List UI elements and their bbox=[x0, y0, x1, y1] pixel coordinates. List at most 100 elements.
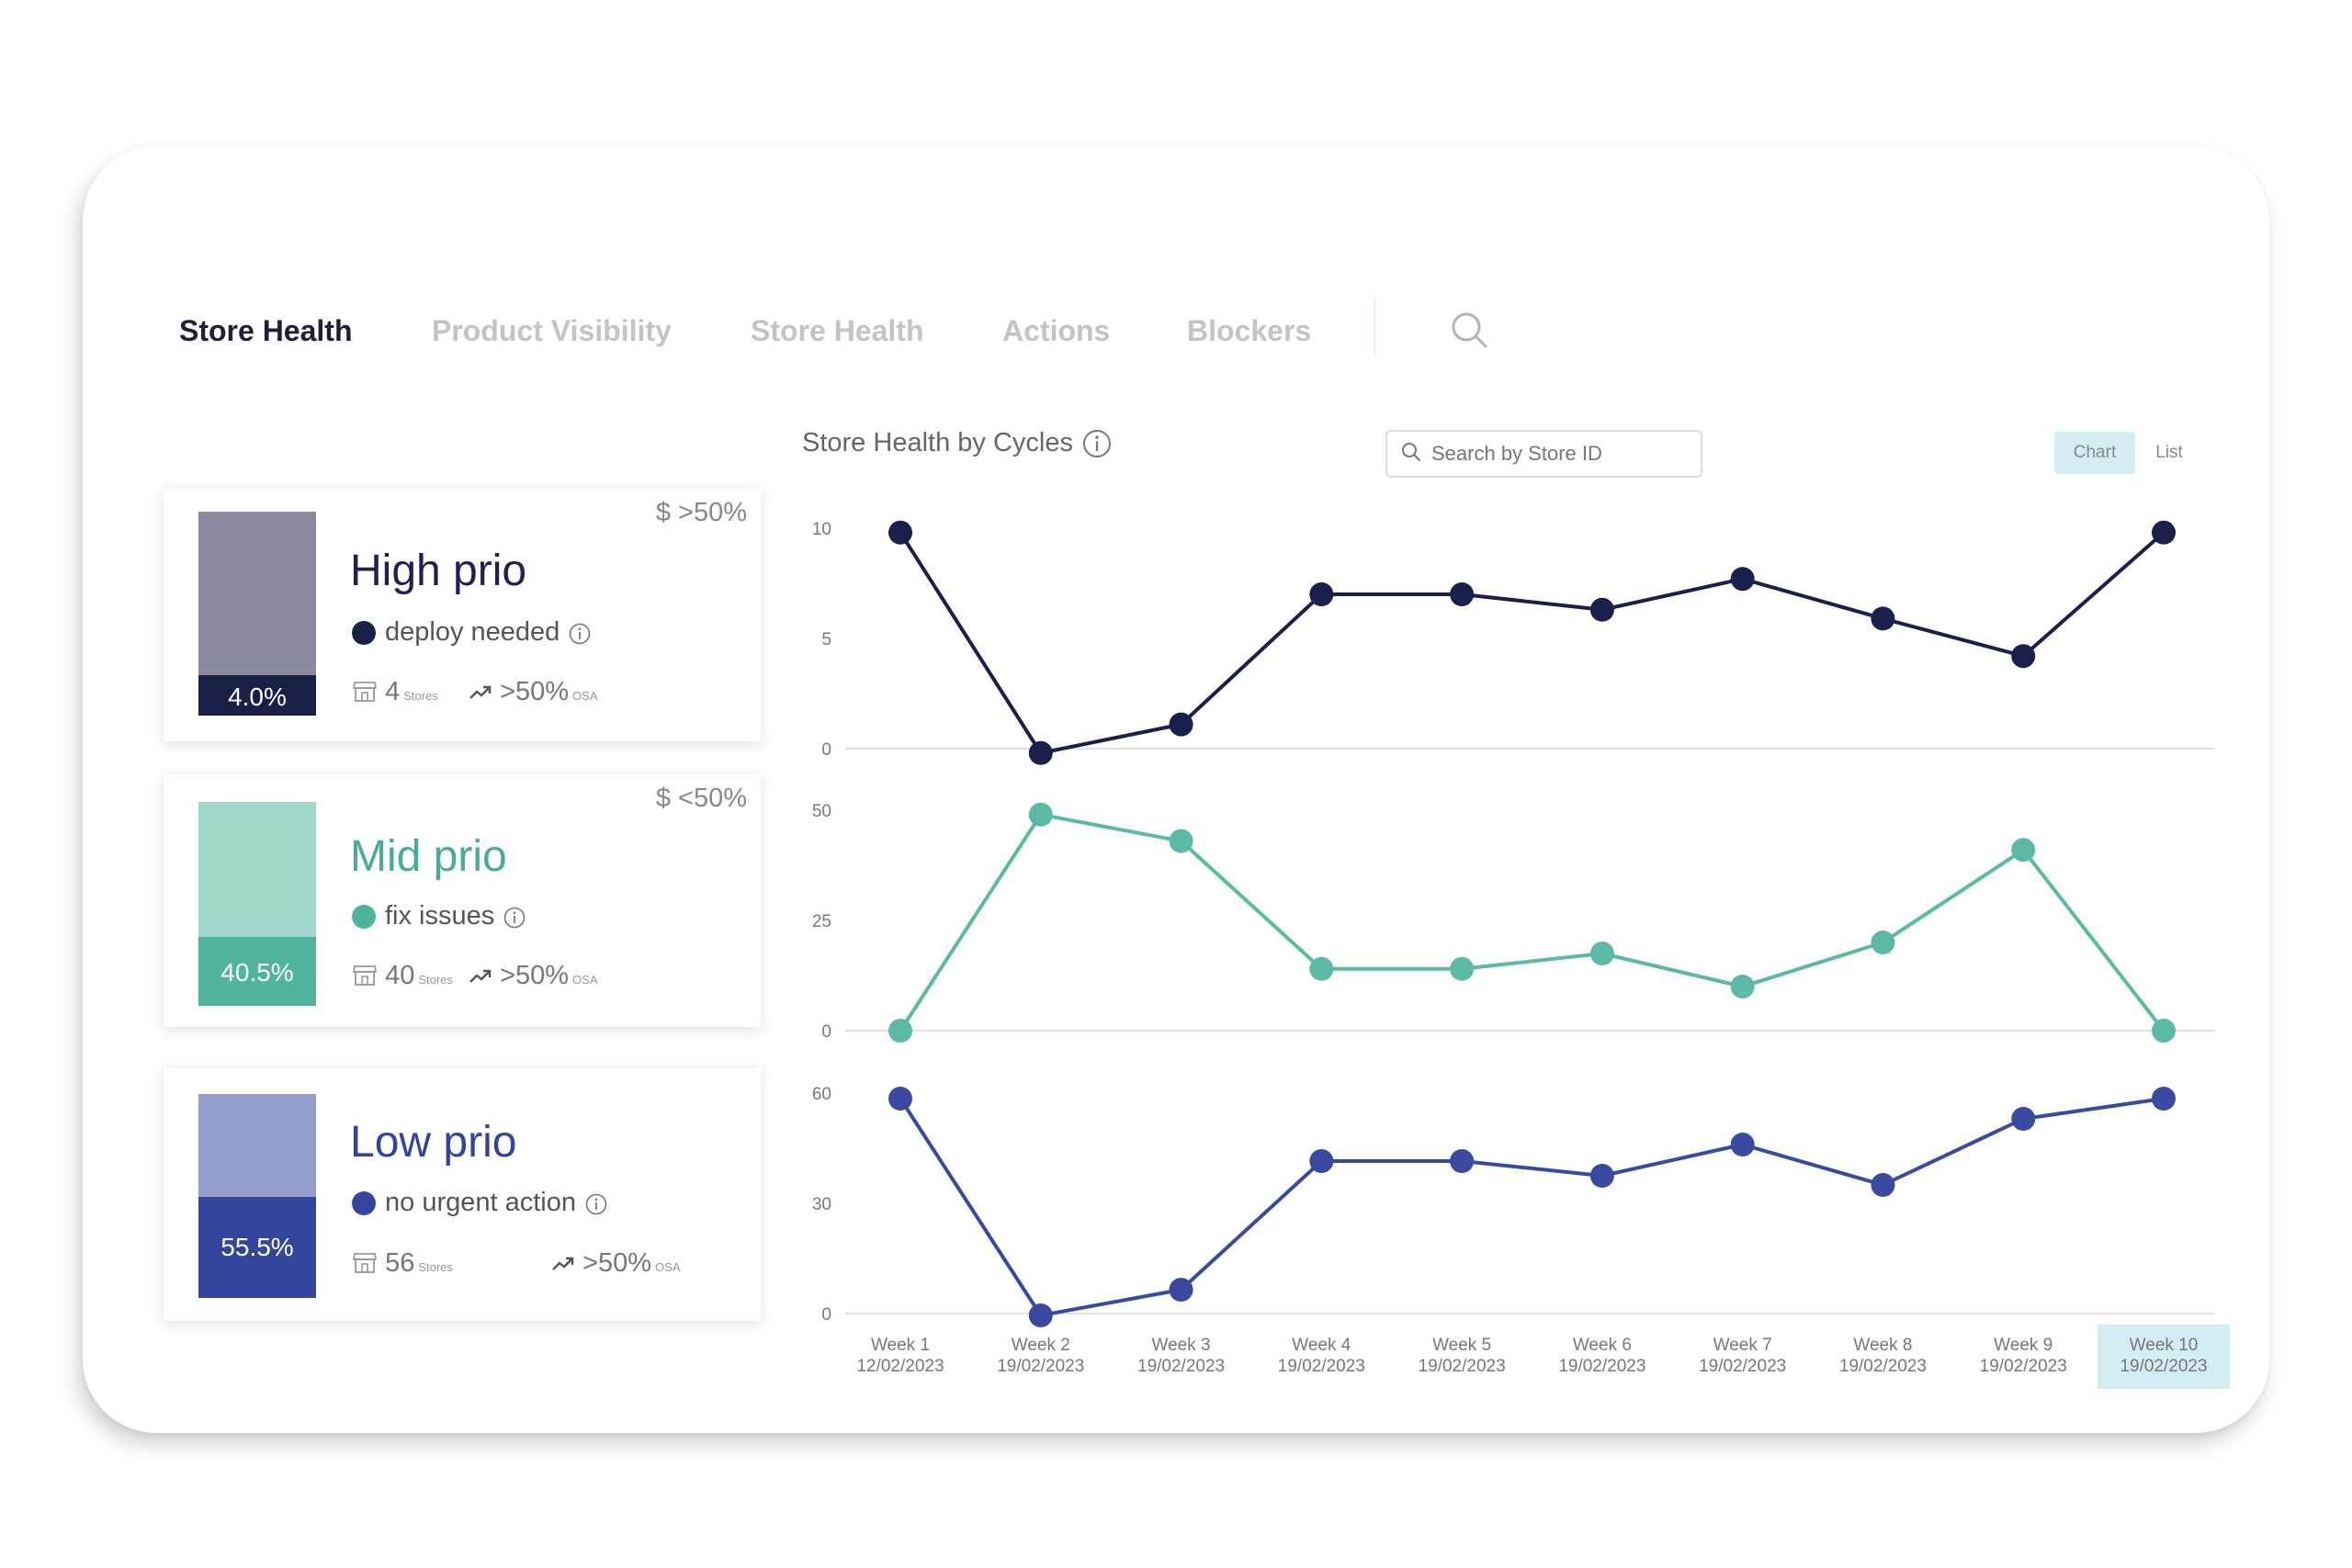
status-dot-icon bbox=[352, 620, 376, 645]
trend-up-icon bbox=[551, 1248, 575, 1278]
status-dot-icon bbox=[352, 1190, 376, 1215]
store-icon bbox=[352, 1248, 378, 1278]
series-1-point[interactable] bbox=[1169, 712, 1193, 737]
info-icon[interactable] bbox=[569, 622, 591, 644]
osa-value: >50% bbox=[500, 961, 570, 990]
series-3-point[interactable] bbox=[1730, 1133, 1755, 1156]
list-view-button[interactable]: List bbox=[2155, 443, 2183, 462]
series-1-point[interactable] bbox=[888, 520, 912, 545]
tab-actions[interactable]: Actions bbox=[1002, 314, 1111, 347]
series-2-point[interactable] bbox=[2011, 838, 2036, 863]
prio-desc: deploy needed bbox=[352, 617, 591, 648]
high-prio-bar: 4.0% bbox=[198, 512, 316, 716]
prio-desc-text: deploy needed bbox=[385, 617, 560, 647]
series-1-point[interactable] bbox=[1309, 582, 1334, 606]
osa-stat: >50% OSA bbox=[551, 1248, 681, 1279]
stores-count: 4 Stores bbox=[352, 677, 438, 707]
x-tick-date: 19/02/2023 bbox=[1558, 1357, 1645, 1376]
series-1-point[interactable] bbox=[2011, 644, 2036, 669]
tab-blockers[interactable]: Blockers bbox=[1187, 314, 1312, 347]
y-tick-label: 60 bbox=[812, 1085, 831, 1104]
series-2-point[interactable] bbox=[1450, 956, 1475, 981]
prio-title: Low prio bbox=[350, 1118, 517, 1167]
y-tick-label: 0 bbox=[821, 1305, 831, 1325]
series-3-point[interactable] bbox=[1871, 1173, 1895, 1197]
series-1-point[interactable] bbox=[1028, 740, 1053, 765]
high-prio-card[interactable]: 4.0% $ >50% High prio deploy needed 4 Sto… bbox=[164, 489, 761, 741]
series-1-line bbox=[899, 531, 2165, 755]
y-tick-label: 5 bbox=[821, 630, 831, 649]
series-2-point[interactable] bbox=[1309, 956, 1334, 981]
y-tick-label: 10 bbox=[812, 520, 831, 539]
series-2-point[interactable] bbox=[1169, 829, 1193, 853]
chart-view-button[interactable]: Chart bbox=[2054, 432, 2135, 474]
store-search-input[interactable] bbox=[1430, 441, 1690, 467]
x-tick-date: 19/02/2023 bbox=[1980, 1357, 2067, 1376]
threshold-label: $ >50% bbox=[655, 498, 747, 527]
series-3-point[interactable] bbox=[2152, 1087, 2176, 1111]
bar-remainder bbox=[198, 802, 316, 937]
bar-remainder bbox=[198, 1094, 316, 1197]
series-1-point[interactable] bbox=[1589, 597, 1614, 622]
series-3-point[interactable] bbox=[2011, 1107, 2036, 1131]
x-tick-date: 19/02/2023 bbox=[2120, 1357, 2207, 1376]
stores-count-value: 56 bbox=[385, 1248, 415, 1278]
low-prio-card[interactable]: 55.5% Low prio no urgent action 56 Stores… bbox=[164, 1068, 761, 1321]
bar-percent: 4.0% bbox=[198, 675, 316, 716]
series-3-point[interactable] bbox=[1028, 1303, 1053, 1327]
osa-value: >50% bbox=[582, 1248, 652, 1278]
search-icon[interactable] bbox=[1447, 308, 1493, 354]
x-tick-date: 19/02/2023 bbox=[1137, 1357, 1225, 1376]
store-search-field[interactable] bbox=[1385, 430, 1702, 478]
stores-unit: Stores bbox=[418, 1260, 453, 1274]
bar-remainder bbox=[198, 512, 316, 675]
series-2-point[interactable] bbox=[2152, 1019, 2176, 1043]
series-3-point[interactable] bbox=[1450, 1149, 1475, 1173]
tab-store-health-2[interactable]: Store Health bbox=[751, 314, 924, 347]
info-icon[interactable] bbox=[503, 906, 526, 928]
stores-unit: Stores bbox=[403, 689, 438, 703]
info-icon[interactable] bbox=[585, 1192, 607, 1214]
series-3-point[interactable] bbox=[1589, 1164, 1614, 1188]
y-tick-label: 0 bbox=[821, 740, 831, 760]
series-2-point[interactable] bbox=[1028, 802, 1053, 827]
tab-product-visibility[interactable]: Product Visibility bbox=[432, 314, 672, 347]
osa-unit: OSA bbox=[572, 973, 598, 987]
series-1-point[interactable] bbox=[1730, 567, 1755, 592]
status-dot-icon bbox=[352, 904, 376, 929]
search-icon bbox=[1400, 441, 1422, 468]
low-prio-bar: 55.5% bbox=[198, 1094, 316, 1298]
mid-prio-bar: 40.5% bbox=[198, 802, 316, 1006]
series-3-point[interactable] bbox=[888, 1087, 912, 1111]
x-tick-label: Week 7 bbox=[1713, 1336, 1772, 1355]
bar-percent: 40.5% bbox=[198, 937, 316, 1006]
x-tick-label: Week 3 bbox=[1152, 1336, 1211, 1355]
series-3-point[interactable] bbox=[1309, 1149, 1334, 1173]
x-tick-date: 19/02/2023 bbox=[1699, 1357, 1786, 1376]
x-tick-date: 19/02/2023 bbox=[1839, 1357, 1927, 1376]
series-1-point[interactable] bbox=[2152, 520, 2176, 545]
series-2-point[interactable] bbox=[1730, 975, 1755, 998]
series-2-line bbox=[899, 812, 2165, 1032]
threshold-label: $ <50% bbox=[655, 784, 747, 813]
tab-store-health[interactable]: Store Health bbox=[179, 314, 353, 347]
info-icon[interactable] bbox=[1082, 429, 1112, 458]
x-tick-label: Week 5 bbox=[1432, 1336, 1491, 1355]
mid-prio-card[interactable]: 40.5% $ <50% Mid prio fix issues 40 Store… bbox=[164, 774, 761, 1027]
highlight-week-bg bbox=[2098, 1325, 2230, 1389]
series-2-point[interactable] bbox=[1589, 942, 1614, 965]
x-tick-label: Week 1 bbox=[871, 1336, 930, 1355]
series-1-point[interactable] bbox=[1871, 606, 1895, 631]
trend-up-icon bbox=[469, 961, 492, 990]
x-tick-label: Week 10 bbox=[2130, 1336, 2199, 1355]
store-icon bbox=[352, 961, 378, 990]
y-tick-label: 0 bbox=[821, 1022, 831, 1042]
x-tick-date: 19/02/2023 bbox=[997, 1357, 1084, 1376]
prio-title: High prio bbox=[350, 547, 527, 595]
stores-count-value: 4 bbox=[385, 677, 401, 706]
osa-stat: >50% OSA bbox=[469, 961, 598, 991]
series-1-point[interactable] bbox=[1450, 582, 1475, 606]
series-3-point[interactable] bbox=[1169, 1278, 1193, 1302]
series-2-point[interactable] bbox=[1871, 931, 1895, 954]
series-2-point[interactable] bbox=[888, 1019, 912, 1043]
